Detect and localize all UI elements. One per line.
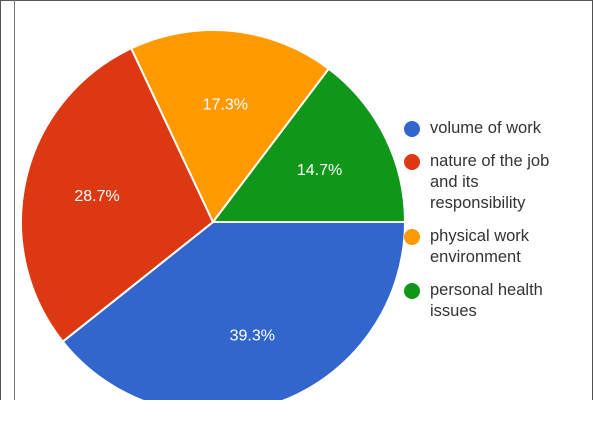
legend-label-line: volume of work xyxy=(430,119,541,137)
pie-slices xyxy=(20,29,407,415)
legend-swatch-2 xyxy=(404,229,420,245)
legend-label-line: nature of the job xyxy=(430,152,550,170)
legend: volume of work nature of the job and its re… xyxy=(404,118,589,334)
pie-slice-label-2: 17.3% xyxy=(203,97,248,114)
legend-label-line: environment xyxy=(430,248,521,266)
legend-item-3: personal health issues xyxy=(404,280,589,322)
left-border-line xyxy=(14,0,15,400)
pie-slice-label-0: 39.3% xyxy=(230,327,275,344)
pie-slice-label-1: 28.7% xyxy=(74,188,119,205)
legend-label-0: volume of work xyxy=(430,118,541,139)
legend-label-line: personal health xyxy=(430,281,543,299)
legend-swatch-1 xyxy=(404,154,420,170)
legend-label-2: physical work environment xyxy=(430,226,529,268)
legend-label-1: nature of the job and its responsibility xyxy=(430,151,549,214)
pie-slice-label-3: 14.7% xyxy=(297,162,342,179)
legend-label-line: responsibility xyxy=(430,194,526,212)
legend-swatch-3 xyxy=(404,283,420,299)
legend-item-1: nature of the job and its responsibility xyxy=(404,151,589,214)
legend-label-line: and its xyxy=(430,173,479,191)
legend-swatch-0 xyxy=(404,121,420,137)
legend-label-line: issues xyxy=(430,302,477,320)
legend-label-3: personal health issues xyxy=(430,280,543,322)
legend-label-line: physical work xyxy=(430,227,530,245)
pie-slice-3 xyxy=(210,67,407,223)
legend-item-2: physical work environment xyxy=(404,226,589,268)
pie-slice-2 xyxy=(129,29,331,224)
legend-item-0: volume of work xyxy=(404,118,589,139)
bottom-cut xyxy=(0,400,595,421)
pie-labels: 39.3% 28.7% 17.3% 14.7% xyxy=(74,97,342,345)
